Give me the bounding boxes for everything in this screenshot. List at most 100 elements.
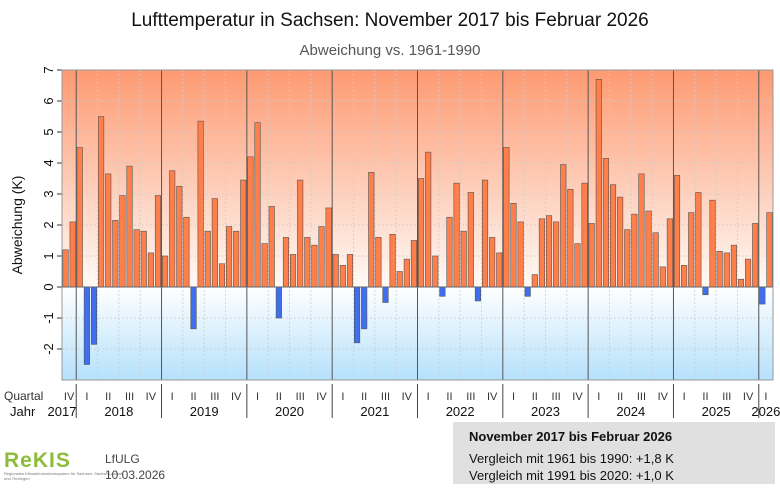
bar [624,229,631,288]
bar [567,189,574,288]
quarter-label: IV [743,391,754,403]
bar [275,286,282,319]
quarter-label: II [702,391,708,403]
bar [474,286,481,302]
bar [425,151,432,288]
bar [332,254,339,288]
year-label: 2024 [616,404,645,419]
bar [453,182,460,288]
bar [346,254,354,288]
bar [681,264,688,288]
bar [375,237,382,288]
bar [403,258,410,288]
bar [62,249,69,288]
bar [354,286,361,344]
summary-line-1961-1990: Vergleich mit 1961 bis 1990: +1,8 K [469,451,674,466]
bar [368,172,375,288]
year-label: 2022 [446,404,475,419]
bar [226,226,233,288]
y-tick-label: 6 [41,97,56,104]
quarter-label: I [597,391,600,403]
bar [169,170,176,288]
bar [602,158,609,288]
bar [98,116,105,288]
y-tick-label: -1 [41,312,56,324]
bar [176,185,183,288]
bar [417,178,425,288]
bar [204,230,211,288]
bar [503,147,510,288]
year-label: 2021 [360,404,389,419]
bar [282,237,290,288]
bar [140,230,147,288]
organization: LfULG [105,452,140,466]
quarter-label: IV [572,391,583,403]
bar [737,278,745,288]
bar [304,237,311,288]
bar [581,182,588,288]
quarter-label: IV [487,391,498,403]
bar [119,195,126,288]
quarter-label: I [85,391,88,403]
bar [261,243,268,288]
quarter-label: IV [316,391,327,403]
quarter-label: III [125,391,134,403]
bar [460,230,467,288]
bar [147,252,154,288]
bar [688,212,695,288]
quarter-label: II [361,391,367,403]
y-tick-label: 2 [41,221,56,228]
chart-subtitle: Abweichung vs. 1961-1990 [299,42,481,59]
bar [126,165,133,288]
bar [297,179,304,288]
quarter-label: III [722,391,731,403]
bar [673,175,681,288]
y-tick-label: 5 [41,128,56,135]
plot-frame [61,69,774,381]
bar [83,286,90,365]
bar [489,237,496,288]
quarter-label: IV [402,391,413,403]
bar [311,244,318,288]
bar [652,232,659,288]
bar [716,251,723,288]
bar [233,230,240,288]
bar [745,258,752,288]
bar [524,286,531,297]
quarter-label: II [276,391,282,403]
quarter-label: II [446,391,452,403]
bar [666,218,673,288]
bar [752,223,759,288]
quarter-label: I [171,391,174,403]
bar [446,216,453,288]
year-label: 2018 [104,404,133,419]
bar [247,156,254,288]
quarter-label: I [341,391,344,403]
bar [759,286,766,305]
bar [496,252,503,288]
quarter-label: II [617,391,623,403]
bar [595,79,602,288]
summary-box: November 2017 bis Februar 2026 Vergleich… [453,422,775,484]
bar [76,147,83,288]
bar [290,254,297,288]
bar [183,216,190,288]
bar [617,196,624,288]
bar [517,221,524,288]
bar [588,223,595,288]
bar [197,120,204,288]
quarter-label: I [256,391,259,403]
y-tick-label: -2 [41,343,56,355]
bar [723,252,730,288]
date: 10.03.2026 [105,468,166,482]
bar [560,164,567,288]
quarter-label: III [637,391,646,403]
year-label: 2017 [48,404,77,419]
y-axis-label: Abweichung (K) [9,176,25,275]
bar [396,271,403,288]
rekis-logo-subtitle: Regionales Klimainformationssystem für S… [4,471,123,481]
bar [531,274,538,288]
quarter-label: IV [658,391,669,403]
bar [545,215,553,288]
